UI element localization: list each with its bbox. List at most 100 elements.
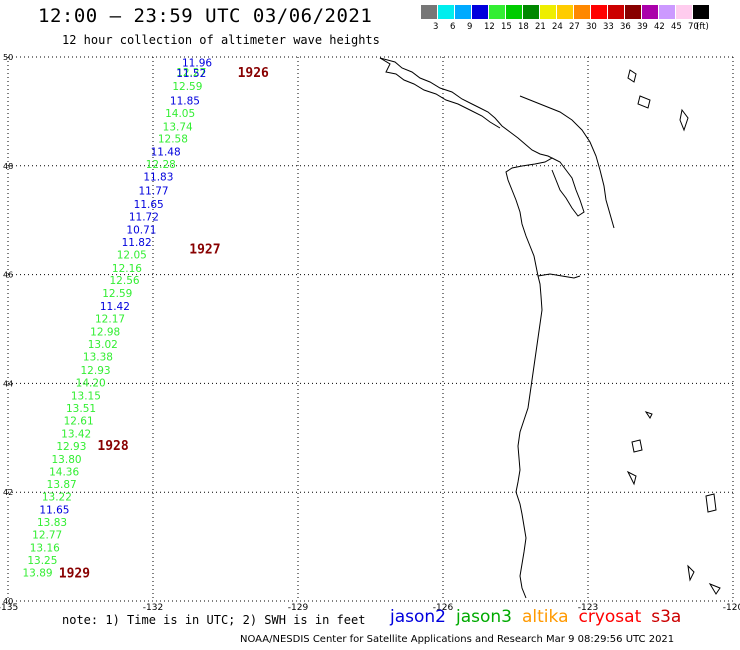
color-scale-swatch — [659, 5, 675, 19]
wave-height-label: 12.16 — [112, 263, 142, 275]
wave-height-label: 11.48 — [151, 147, 181, 159]
lat-tick-label: 50 — [3, 53, 13, 62]
wave-height-label: 11.96 — [182, 57, 212, 69]
coastline-mainland — [379, 57, 554, 599]
satellite-legend-entry: jason2 — [390, 607, 446, 627]
color-scale-tick-label: 42 — [654, 22, 665, 32]
wave-height-label: 13.02 — [88, 339, 118, 351]
wave-height-label: 11.77 — [139, 185, 169, 197]
satellite-legend: jason2 jason3 altika cryosat s3a — [390, 607, 691, 627]
map-title: 12:00 – 23:59 UTC 03/06/2021 — [38, 5, 373, 27]
wave-height-label: 12.61 — [64, 415, 94, 427]
color-scale-swatch — [489, 5, 505, 19]
time-marker-label: 1926 — [238, 66, 269, 81]
coastline-puget-sound — [551, 157, 585, 217]
lat-tick-label: 42 — [3, 488, 13, 497]
color-scale-swatch — [455, 5, 471, 19]
coastline — [379, 57, 721, 599]
lat-tick-label: 40 — [3, 597, 13, 606]
wave-height-label: 14.36 — [49, 467, 79, 479]
color-scale-tick-label: 12 — [484, 22, 495, 32]
satellite-legend-entry: cryosat — [578, 607, 642, 627]
map-subtitle: 12 hour collection of altimeter wave hei… — [62, 33, 380, 47]
wave-height-label: 13.87 — [47, 479, 77, 491]
wave-height-label: 10.71 — [126, 224, 156, 236]
color-scale-swatch — [693, 5, 709, 19]
color-scale-tick-label: 6 — [450, 22, 456, 32]
color-scale-swatch — [676, 5, 692, 19]
wave-height-label: 12.58 — [158, 134, 188, 146]
wave-height-label: 13.83 — [37, 517, 67, 529]
wave-height-label: 12.77 — [32, 530, 62, 542]
color-scale-tick-label: 9 — [467, 22, 473, 32]
wave-height-label: 13.38 — [83, 352, 113, 364]
satellite-legend-entry: altika — [522, 607, 569, 627]
wave-height-label: 11.52 — [176, 68, 206, 80]
color-scale-tick-label: 3 — [433, 22, 439, 32]
color-scale-swatch — [540, 5, 556, 19]
wave-height-label: 11.83 — [143, 172, 173, 184]
lon-tick-label: -132 — [143, 603, 163, 613]
color-scale-tick-label: 21 — [535, 22, 546, 32]
wave-height-label: 13.80 — [52, 454, 82, 466]
lake-outline-5 — [631, 439, 643, 453]
lake-outline-7 — [705, 493, 717, 513]
time-markers: 1926 1927 1928 1929 — [59, 66, 269, 581]
lake-outline-4 — [644, 411, 653, 419]
wave-height-label: 13.74 — [163, 122, 193, 134]
wave-height-label: 12.59 — [102, 288, 132, 300]
satellite-legend-entry: s3a — [651, 607, 682, 627]
coastline-columbia-river — [537, 273, 581, 279]
wave-height-label: 11.65 — [39, 505, 69, 517]
lake-outline-8 — [687, 564, 695, 582]
wave-height-labels: 11.9612.2711.5212.5911.8514.0513.7412.58… — [23, 57, 213, 579]
wave-height-label: 13.22 — [42, 492, 72, 504]
wave-height-label: 11.85 — [170, 96, 200, 108]
color-scale-tick-label: 39 — [637, 22, 648, 32]
wave-height-label: 11.82 — [122, 237, 152, 249]
lon-tick-label: -126 — [433, 603, 454, 613]
color-scale-swatch — [608, 5, 624, 19]
satellite-legend-entry: jason3 — [456, 607, 512, 627]
color-scale-swatch — [557, 5, 573, 19]
wave-height-label: 14.05 — [165, 108, 195, 120]
time-marker-label: 1929 — [59, 567, 90, 582]
credit-line: NOAA/NESDIS Center for Satellite Applica… — [240, 634, 675, 645]
wave-height-label: 12.28 — [146, 159, 176, 171]
footnote: note: 1) Time is in UTC; 2) SWH is in fe… — [62, 613, 366, 627]
lon-tick-label: -123 — [578, 603, 598, 613]
lake-outline-6 — [626, 470, 637, 486]
color-scale-swatch — [523, 5, 539, 19]
wave-height-label: 11.65 — [134, 199, 164, 211]
color-scale-swatch — [506, 5, 522, 19]
wave-height-label: 11.42 — [100, 301, 130, 313]
color-scale-swatch — [642, 5, 658, 19]
wave-height-label: 12.93 — [81, 365, 111, 377]
wave-height-label: 13.15 — [71, 390, 101, 402]
wave-height-label: 13.51 — [66, 403, 96, 415]
lake-outline-3 — [679, 108, 689, 132]
color-scale-swatch — [472, 5, 488, 19]
wave-height-label: 12.27 — [176, 67, 206, 79]
wave-height-label: 11.72 — [129, 211, 159, 223]
wave-height-label: 13.42 — [61, 428, 91, 440]
wave-height-label: 13.16 — [30, 543, 60, 555]
wave-height-label: 12.59 — [172, 81, 202, 93]
coastline-island — [379, 57, 501, 129]
wave-height-label: 13.89 — [23, 568, 53, 580]
time-marker-label: 1928 — [97, 439, 128, 454]
color-scale-swatch — [625, 5, 641, 19]
time-marker-label: 1927 — [189, 242, 220, 257]
lon-tick-label: -129 — [288, 603, 309, 613]
color-scale-tick-label: 15 — [501, 22, 512, 32]
color-scale-tick-label: 27 — [569, 22, 580, 32]
lat-lon-grid — [7, 56, 734, 602]
lon-tick-label: -120 — [723, 603, 740, 613]
wave-height-label: 12.93 — [56, 441, 86, 453]
lat-tick-label: 46 — [3, 271, 13, 280]
lake-outline-1 — [627, 69, 637, 83]
wave-height-label: 13.25 — [27, 555, 57, 567]
color-scale-tick-label: 30 — [586, 22, 597, 32]
wave-height-label: 12.98 — [90, 327, 120, 339]
